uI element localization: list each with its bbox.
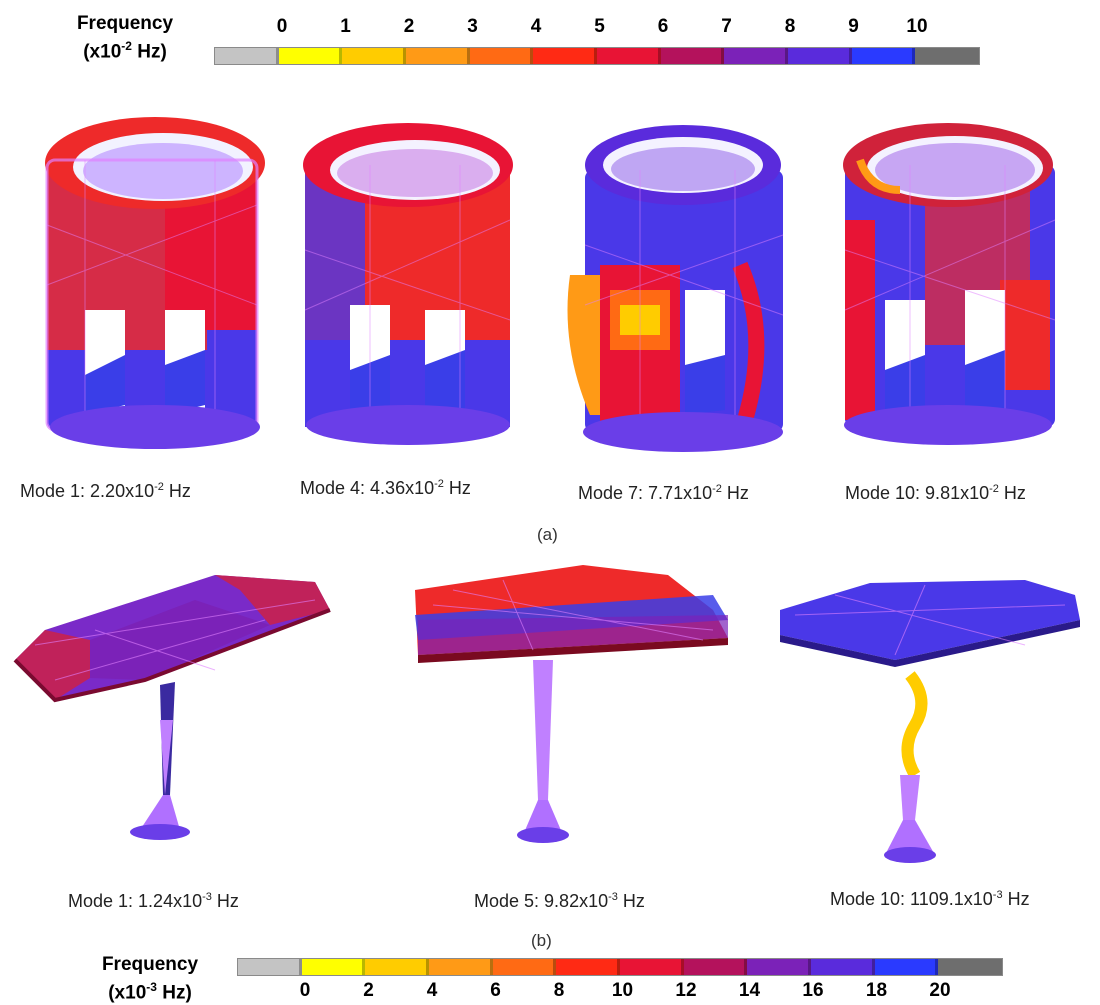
colorbar-segment: [683, 959, 748, 975]
top-scale-title-line1: Frequency: [76, 13, 174, 34]
platform-mode-5-figure: [415, 565, 728, 843]
top-scale-tick-label: 3: [467, 16, 478, 37]
bottom-scale-tick-label: 8: [553, 980, 565, 1001]
ring-mode-1-figure: [45, 117, 265, 449]
platform-mode-1-figure: [13, 575, 331, 840]
top-frequency-colorbar: [214, 47, 980, 65]
colorbar-segment: [365, 959, 429, 975]
bottom-scale-title-unit: (x10-3 Hz): [108, 980, 192, 1004]
bottom-scale-title: Frequency (x10-3 Hz): [75, 953, 225, 1004]
bottom-frequency-colorbar: [237, 958, 1003, 976]
bottom-scale-tick-label: 10: [611, 980, 634, 1001]
platform-mode-10-figure: [780, 580, 1080, 863]
colorbar-segment: [747, 959, 811, 975]
panel-a-label: (a): [537, 525, 558, 544]
ring-mode-4-figure: [303, 123, 513, 445]
panel-a-caption-1: Mode 1: 2.20x10-2 Hz: [20, 481, 191, 501]
colorbar-segment: [301, 959, 366, 975]
top-scale-tick-label: 5: [594, 16, 605, 37]
top-scale-title-unit: (x10-2 Hz): [83, 39, 167, 63]
ring-mode-10-figure: [843, 123, 1056, 445]
colorbar-segment: [215, 48, 279, 64]
top-scale-tick-label: 2: [403, 16, 415, 37]
panel-b-label: (b): [531, 931, 552, 950]
panel-a-caption-4: Mode 10: 9.81x10-2 Hz: [845, 483, 1026, 503]
top-scale-tick-label: 10: [906, 16, 928, 37]
bottom-scale-tick-label: 18: [865, 980, 888, 1001]
panel-b-caption-2: Mode 5: 9.82x10-3 Hz: [474, 891, 645, 911]
panel-a-caption-2: Mode 4: 4.36x10-2 Hz: [300, 478, 471, 498]
bottom-scale-tick-label: 12: [675, 980, 697, 1001]
bottom-scale-title-line1: Frequency: [101, 954, 199, 975]
colorbar-segment: [874, 959, 939, 975]
panel-a-caption-3: Mode 7: 7.71x10-2 Hz: [578, 483, 749, 503]
colorbar-segment: [660, 48, 725, 64]
top-scale-tick-label: 7: [721, 16, 732, 37]
colorbar-segment: [278, 48, 343, 64]
bottom-scale-tick-label: 6: [490, 980, 501, 1001]
bottom-scale-tick-label: 4: [426, 980, 438, 1001]
colorbar-segment: [938, 959, 1002, 975]
colorbar-segment: [915, 48, 979, 64]
colorbar-segment: [428, 959, 493, 975]
colorbar-segment: [787, 48, 852, 64]
colorbar-segment: [533, 48, 597, 64]
colorbar-segment: [342, 48, 406, 64]
top-scale-tick-label: 9: [848, 16, 859, 37]
panel-b-caption-1: Mode 1: 1.24x10-3 Hz: [68, 891, 239, 911]
top-scale-tick-label: 1: [340, 16, 351, 37]
top-scale-tick-label: 0: [276, 16, 288, 37]
top-scale-tick-label: 4: [530, 16, 542, 37]
colorbar-segment: [810, 959, 875, 975]
ring-mode-7-figure: [567, 125, 784, 452]
colorbar-segment: [724, 48, 788, 64]
colorbar-segment: [405, 48, 470, 64]
colorbar-segment: [596, 48, 661, 64]
top-scale-tick-label: 6: [657, 16, 669, 37]
panel-b-caption-3: Mode 10: 1109.1x10-3 Hz: [830, 889, 1030, 909]
top-scale-tick-label: 8: [784, 16, 796, 37]
bottom-scale-tick-label: 16: [802, 980, 824, 1001]
colorbar-segment: [238, 959, 302, 975]
colorbar-segment: [556, 959, 620, 975]
bottom-scale-tick-label: 2: [363, 980, 374, 1001]
colorbar-segment: [492, 959, 557, 975]
bottom-scale-tick-label: 14: [738, 980, 761, 1001]
bottom-scale-tick-label: 0: [299, 980, 311, 1001]
colorbar-segment: [619, 959, 684, 975]
colorbar-segment: [851, 48, 916, 64]
bottom-scale-tick-label: 20: [929, 980, 951, 1001]
colorbar-segment: [469, 48, 534, 64]
top-scale-title: Frequency (x10-2 Hz): [50, 12, 200, 63]
